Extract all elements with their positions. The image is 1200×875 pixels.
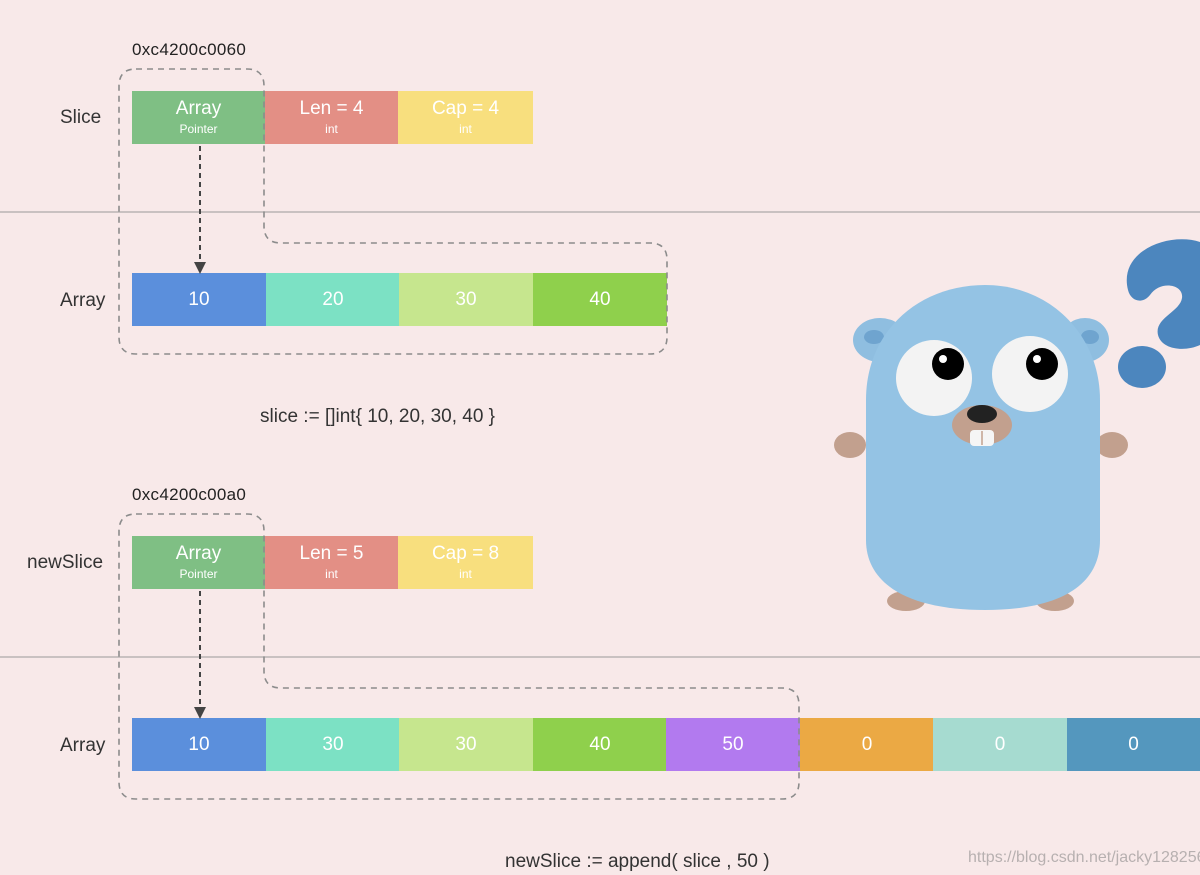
array2-cell-1: 30	[266, 718, 400, 771]
slice-address: 0xc4200c0060	[132, 40, 247, 59]
slice-pointer-type: Pointer	[179, 122, 218, 136]
newslice-address: 0xc4200c00a0	[132, 485, 247, 504]
slice-dashed-outline	[118, 68, 668, 355]
slice-code: slice := []int{ 10, 20, 30, 40 }	[260, 406, 496, 427]
newslice-len-title: Len = 5	[299, 543, 364, 564]
go-gopher-icon	[834, 239, 1200, 611]
array2-cell-4: 50	[666, 718, 800, 771]
array2-cell-7: 0	[1067, 718, 1200, 771]
slice-cap-title: Cap = 4	[431, 98, 500, 119]
newslice-cap-type: int	[459, 567, 472, 581]
append-code: newSlice := append( slice , 50 )	[505, 851, 770, 872]
newslice-len-box: Len = 5 int	[265, 536, 398, 589]
newslice-pointer-title: Array	[175, 543, 222, 564]
newslice-label: newSlice	[27, 552, 104, 573]
array1-cell-1: 20	[266, 273, 400, 326]
array-label-2: Array	[60, 735, 106, 756]
newslice-cap-box: Cap = 8 int	[398, 536, 533, 589]
array2-cell-6: 0	[933, 718, 1067, 771]
array2-cell-2: 30	[399, 718, 533, 771]
array1-cell-3: 40	[533, 273, 667, 326]
question-mark-icon	[1118, 239, 1200, 388]
section-divider-2	[0, 656, 1200, 658]
slice-len-title: Len = 4	[299, 98, 364, 119]
slice-label: Slice	[60, 107, 102, 128]
newslice-dashed-outline	[118, 513, 800, 800]
slice-pointer-title: Array	[175, 98, 222, 119]
slice-len-type: int	[325, 122, 338, 136]
watermark: https://blog.csdn.net/jacky128256	[968, 849, 1200, 866]
newslice-array-pointer-box: Array Pointer	[132, 536, 265, 589]
slice-len-box: Len = 4 int	[265, 91, 398, 144]
array2-cell-0: 10	[132, 718, 266, 771]
array2-cell-5: 0	[800, 718, 934, 771]
newslice-cap-title: Cap = 8	[431, 543, 500, 564]
slice-cap-box: Cap = 4 int	[398, 91, 533, 144]
newslice-pointer-type: Pointer	[179, 567, 218, 581]
slice-array-pointer-box: Array Pointer	[132, 91, 265, 144]
section-divider-1	[0, 211, 1200, 213]
array2-cell-3: 40	[533, 718, 667, 771]
array1-cell-0: 10	[132, 273, 266, 326]
array-label-1: Array	[60, 290, 106, 311]
array1-cell-2: 30	[399, 273, 533, 326]
newslice-len-type: int	[325, 567, 338, 581]
slice-cap-type: int	[459, 122, 472, 136]
